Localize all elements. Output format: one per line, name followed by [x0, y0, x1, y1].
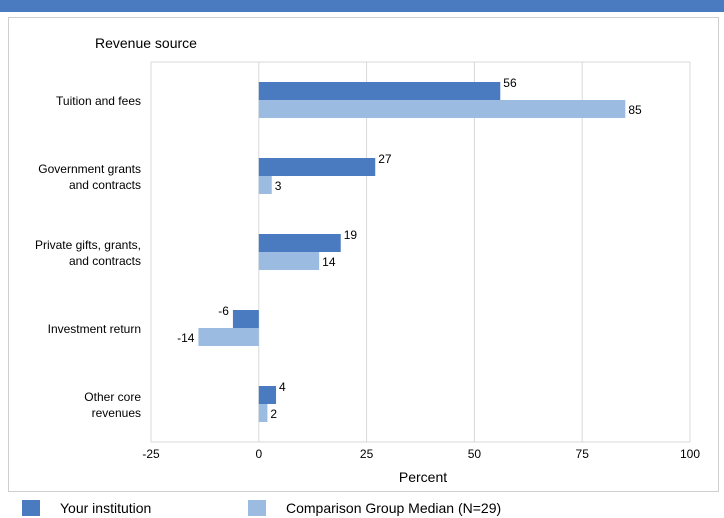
bar-chart: -25 0 25 50 75 100 56 85 Tuition and fees 27 3 Gove…: [35, 35, 700, 485]
bar-1: [232, 310, 259, 328]
legend-label-series-1: Your institution: [60, 500, 152, 516]
data-label: -6: [218, 304, 229, 318]
data-label: 14: [322, 255, 336, 269]
data-label: 27: [378, 152, 392, 166]
legend-swatch-series-2: [248, 500, 266, 516]
bar-1: [258, 158, 376, 176]
chart-frame: [8, 17, 719, 492]
category-label: Tuition and fees: [56, 94, 141, 108]
header-accent-bar: [0, 0, 724, 12]
legend-item-series-2: Comparison Group Median (N=29): [248, 500, 501, 516]
bar-2: [258, 404, 268, 422]
data-label: 2: [270, 407, 277, 421]
x-tick-label: 50: [468, 447, 482, 461]
data-label: 85: [628, 103, 642, 117]
x-axis-title: Percent: [399, 469, 447, 485]
category-label: Other core revenues: [84, 390, 141, 420]
data-label: -14: [177, 331, 195, 345]
x-tick-label: 100: [680, 447, 700, 461]
grid-lines: [150, 61, 691, 443]
legend-label-series-2: Comparison Group Median (N=29): [286, 500, 502, 516]
bar-1: [258, 386, 277, 404]
x-tick-label: 75: [576, 447, 590, 461]
legend-item-series-1: Your institution: [22, 500, 151, 516]
data-label: 19: [344, 228, 358, 242]
bar-2: [258, 176, 272, 194]
data-label: 56: [503, 76, 517, 90]
legend-swatch-series-1: [22, 500, 40, 516]
x-tick-label: -25: [142, 447, 160, 461]
bar-2: [258, 252, 320, 270]
x-tick-label: 0: [255, 447, 262, 461]
category-label: Government grants and contracts: [38, 162, 141, 192]
bar-2: [198, 328, 259, 346]
category-label: Private gifts, grants, and contracts: [35, 238, 141, 268]
bar-1: [258, 82, 501, 100]
bars: [198, 82, 626, 422]
bar-1: [258, 234, 341, 252]
y-axis-title: Revenue source: [95, 35, 197, 51]
data-label: 4: [279, 380, 286, 394]
data-label: 3: [275, 179, 282, 193]
legend: Your institution Comparison Group Median…: [0, 494, 724, 518]
x-tick-label: 25: [360, 447, 374, 461]
category-label: Investment return: [48, 322, 141, 336]
labels: -25 0 25 50 75 100 56 85 Tuition and fees 27 3 Gove…: [35, 76, 700, 461]
bar-2: [258, 100, 626, 118]
